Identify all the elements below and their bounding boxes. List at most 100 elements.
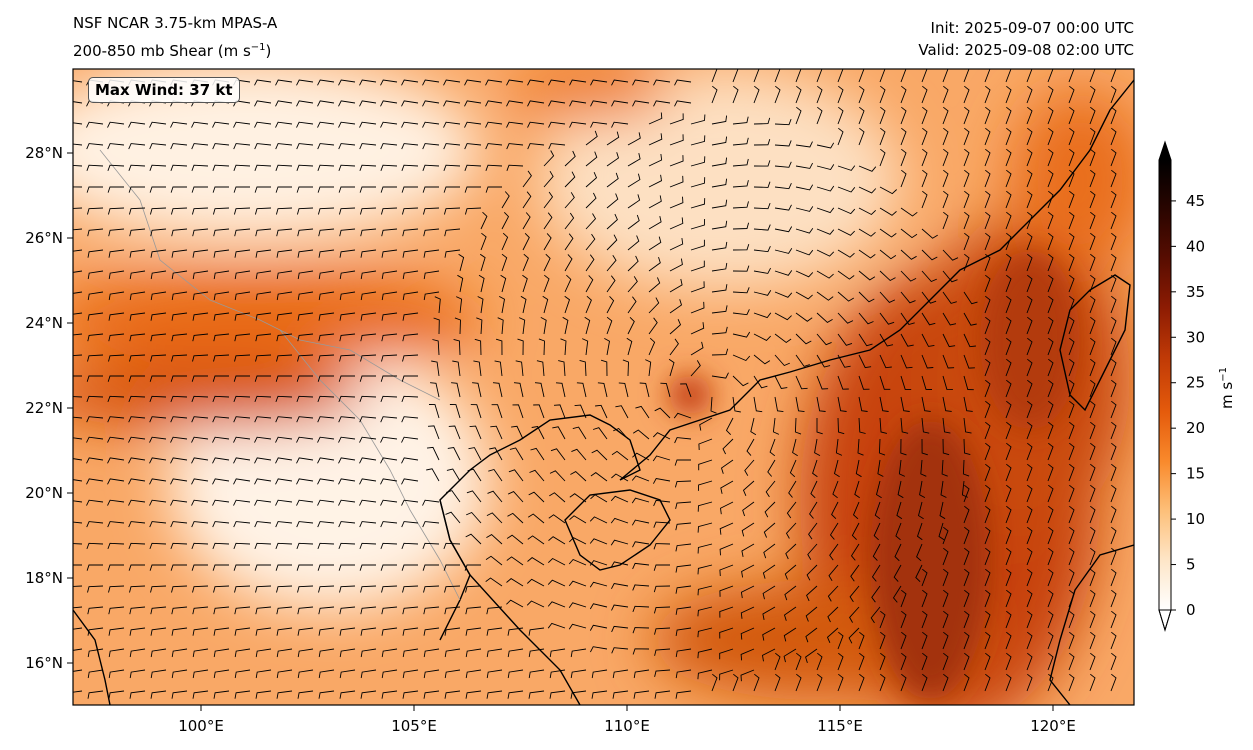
wind-barb [423, 669, 440, 679]
wind-barb [129, 249, 146, 258]
wind-barb [486, 669, 503, 679]
wind-barb [1005, 148, 1012, 167]
wind-barb [962, 459, 970, 477]
wind-barb [254, 521, 272, 528]
wind-barb [606, 131, 620, 146]
wind-barb [1110, 463, 1117, 482]
wind-barb [1005, 673, 1012, 692]
wind-barb [170, 164, 188, 171]
wind-barb [917, 501, 924, 520]
wind-barb [87, 648, 104, 658]
wind-barb [338, 564, 355, 571]
wind-barb [732, 375, 749, 387]
wind-barb [590, 494, 608, 503]
wind-barb [920, 459, 927, 477]
wind-barb [829, 543, 839, 561]
wind-barb [648, 256, 661, 272]
wind-barb [73, 228, 83, 231]
wind-barb [317, 564, 334, 571]
wind-barb [795, 312, 813, 322]
wind-barb [1026, 379, 1033, 398]
wind-barb [129, 228, 146, 237]
wind-barb [753, 354, 771, 365]
wind-barb [234, 228, 251, 237]
wind-barb [234, 249, 251, 258]
wind-barb [128, 436, 146, 443]
wind-barb [1089, 442, 1096, 461]
wind-barb [921, 589, 928, 608]
wind-barb [648, 153, 663, 167]
wind-barb [170, 499, 188, 506]
wind-barb [633, 690, 650, 699]
wind-barb [858, 673, 865, 692]
wind-barb [1089, 505, 1096, 524]
wind-barb [675, 501, 692, 510]
wind-barb [233, 457, 251, 464]
wind-barb [402, 291, 419, 301]
wind-barb [107, 143, 125, 150]
wind-barb [171, 270, 188, 280]
wind-barb [506, 79, 524, 86]
wind-barb [317, 457, 335, 464]
lon-tick-label: 105°E [391, 717, 437, 735]
wind-barb [762, 585, 776, 600]
wind-barb [653, 585, 671, 593]
wind-barb [339, 312, 356, 321]
wind-barb [233, 521, 251, 528]
wind-barb [774, 673, 781, 692]
wind-barb [711, 199, 728, 209]
wind-barb [1068, 505, 1075, 524]
wind-barb [816, 270, 834, 279]
wind-barb [1047, 316, 1054, 335]
wind-barb [486, 512, 503, 524]
wind-barb [359, 186, 377, 193]
wind-barb [900, 375, 912, 390]
wind-barb [73, 333, 83, 336]
wind-barb [465, 606, 482, 615]
colorbar-tick-label: 35 [1186, 283, 1205, 301]
wind-barb [297, 648, 314, 658]
wind-barb [401, 164, 419, 171]
wind-barb [635, 405, 650, 419]
wind-barb [1026, 127, 1033, 146]
wind-barb [446, 490, 461, 503]
wind-barb [171, 333, 188, 342]
wind-barb [732, 137, 749, 146]
wind-barb [653, 543, 671, 550]
wind-barb [963, 127, 970, 146]
wind-barb [690, 281, 705, 293]
wind-barb [213, 585, 230, 593]
wind-barb [1005, 400, 1012, 419]
wind-barb [192, 648, 209, 658]
wind-barb [879, 354, 892, 369]
wind-barb [527, 557, 545, 566]
wind-barb [900, 631, 907, 650]
wind-barb [632, 562, 650, 570]
wind-barb [254, 79, 272, 86]
wind-barb [832, 480, 839, 499]
wind-barb [501, 232, 509, 251]
wind-barb [150, 627, 167, 636]
wind-barb [422, 542, 440, 550]
wind-barb [627, 214, 640, 230]
wind-barb [1026, 547, 1033, 566]
wind-barb [855, 459, 862, 478]
wind-barb [900, 396, 910, 412]
wind-barb [1068, 400, 1075, 419]
wind-barb [785, 543, 797, 560]
wind-barb [213, 669, 230, 679]
wind-barb [548, 536, 566, 545]
wind-barb [568, 602, 587, 608]
wind-barb [150, 690, 167, 699]
wind-barb [149, 375, 166, 382]
wind-barb [916, 543, 923, 562]
wind-barb [500, 274, 507, 293]
wind-barb [501, 211, 510, 230]
wind-barb [402, 669, 419, 679]
wind-barb [254, 478, 272, 485]
wind-barb [897, 480, 904, 499]
wind-barb [984, 463, 991, 482]
wind-barb [1047, 589, 1054, 608]
wind-barb [339, 648, 356, 658]
wind-barb [740, 606, 755, 619]
